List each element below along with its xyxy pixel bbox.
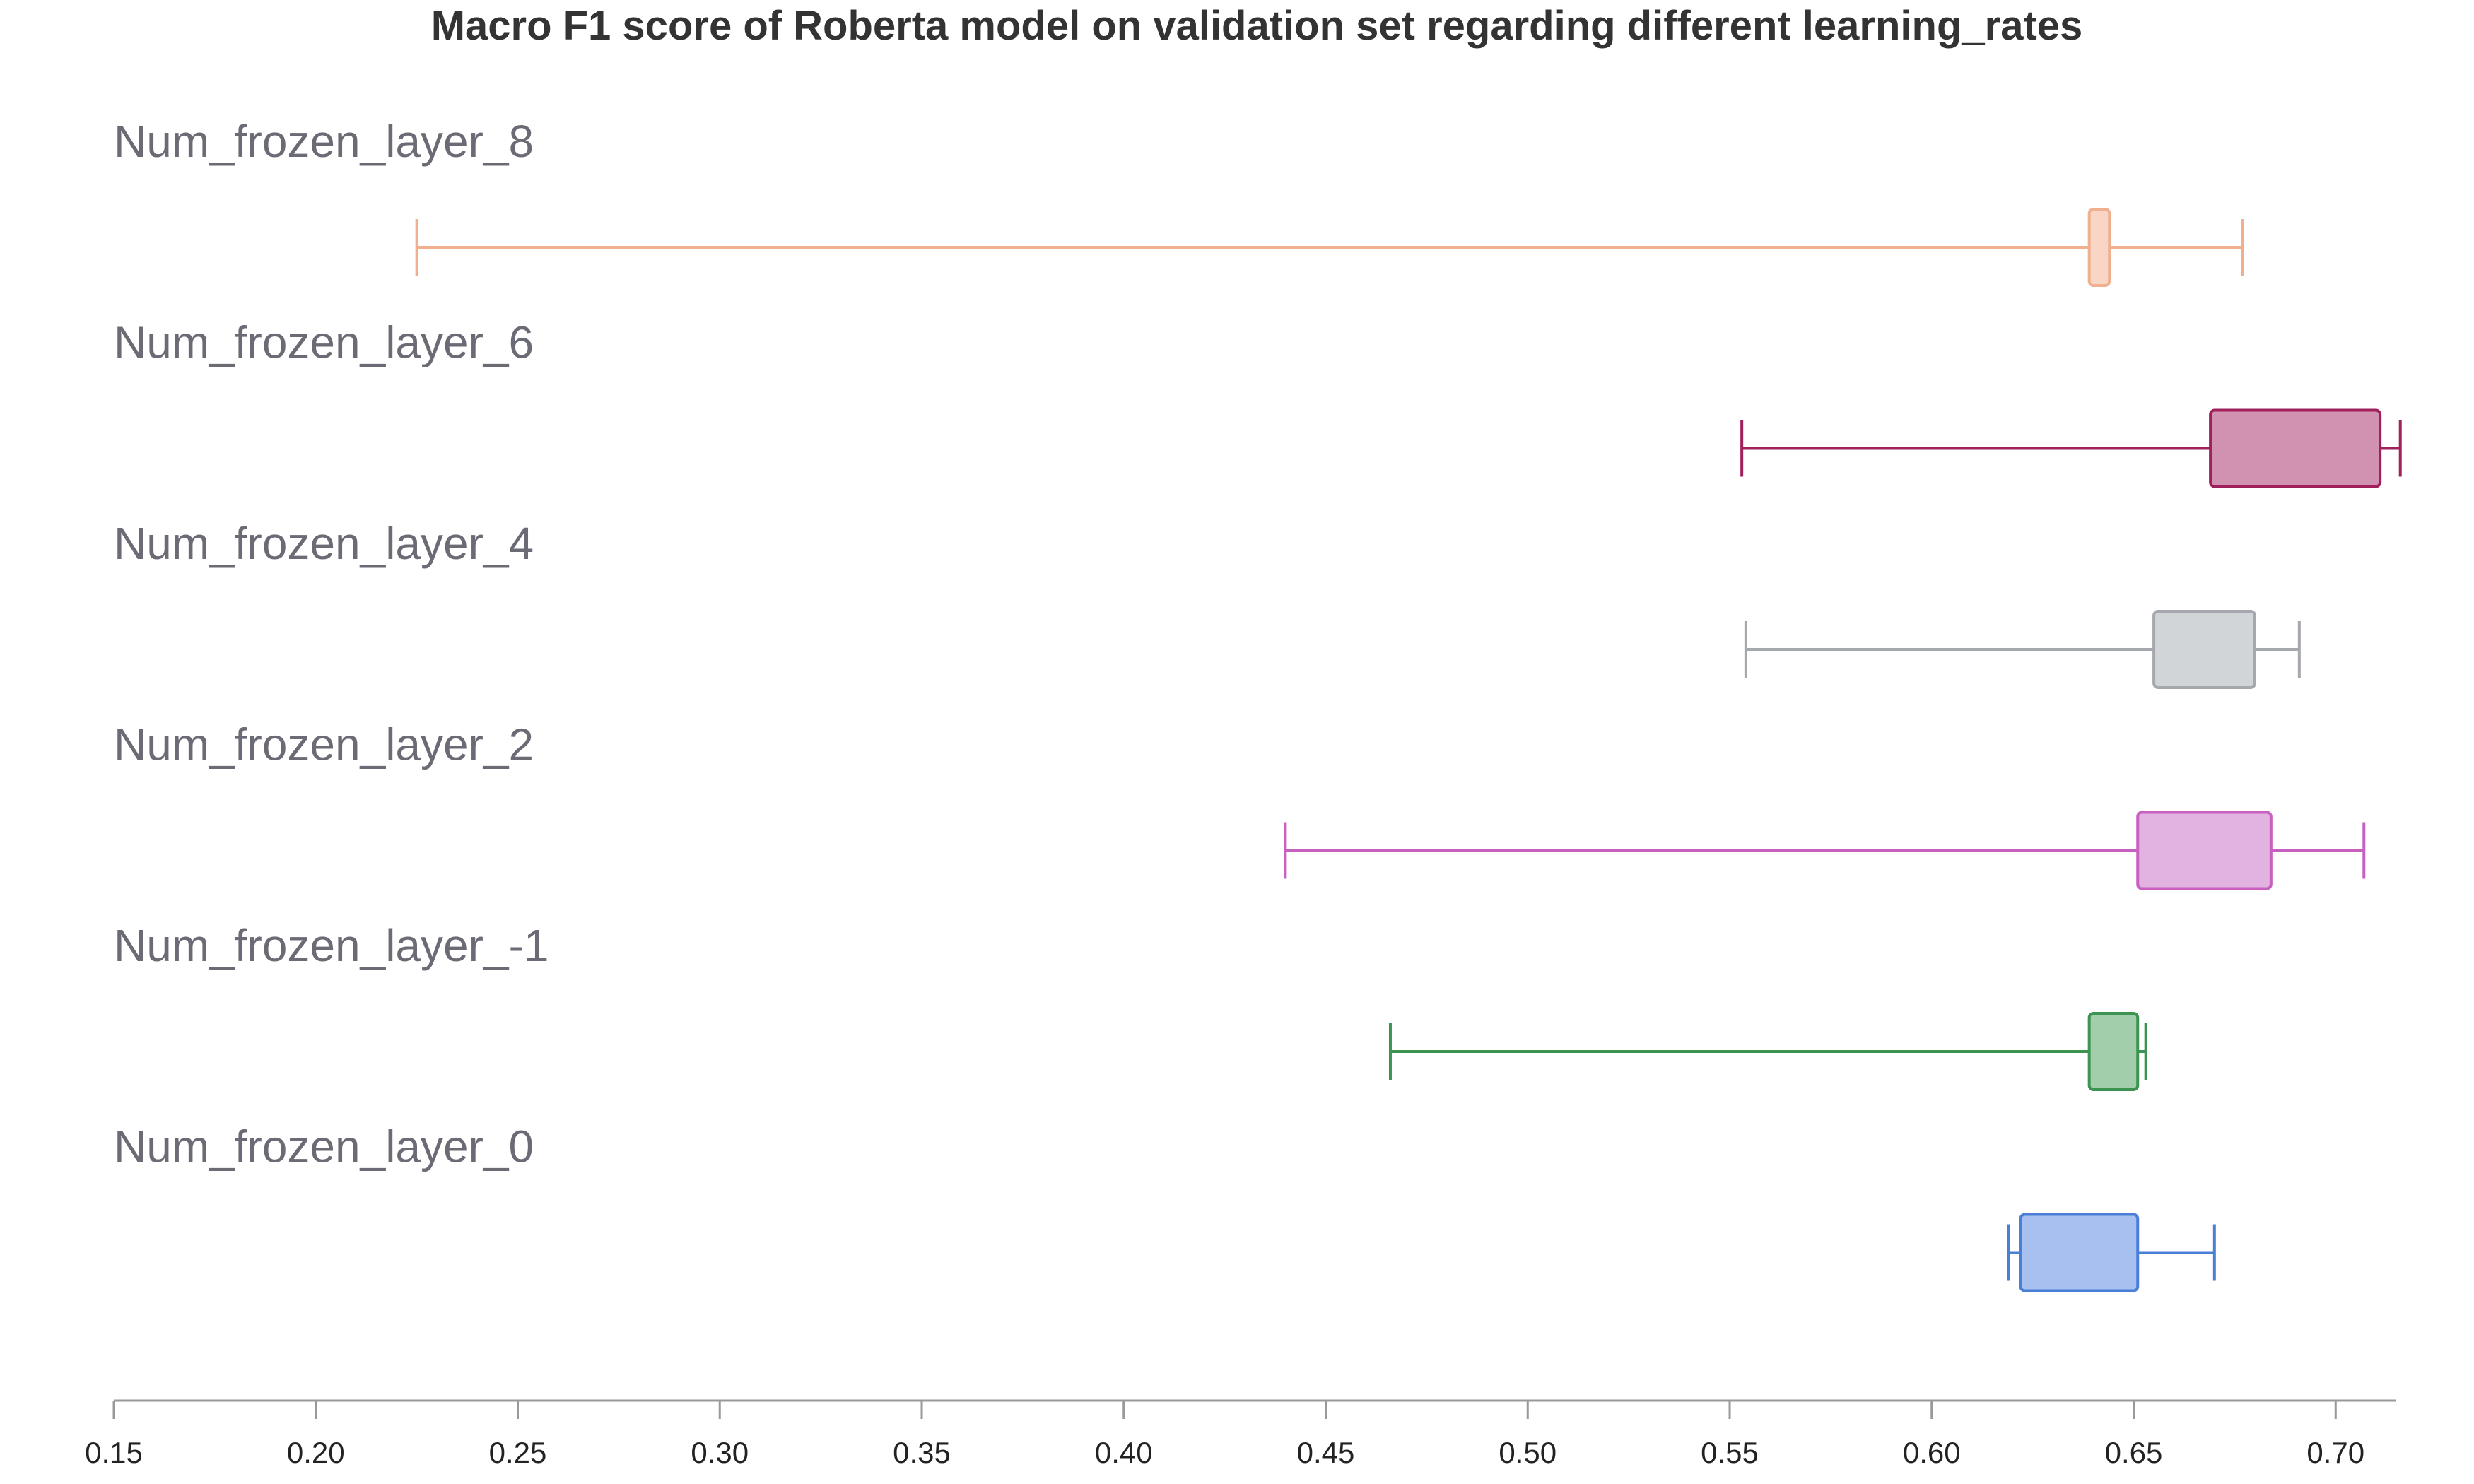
category-label: Num_frozen_layer_6 [114, 317, 534, 368]
x-tick-label: 0.55 [1701, 1436, 1759, 1469]
box-iqr [2087, 208, 2111, 287]
x-tick-label: 0.35 [893, 1436, 951, 1469]
box-series: Num_frozen_layer_0 [114, 1121, 2216, 1292]
box-series: Num_frozen_layer_-1 [114, 920, 2147, 1091]
box-series: Num_frozen_layer_4 [114, 518, 2301, 689]
boxes-layer: Num_frozen_layer_8 Num_frozen_layer_6 Num_… [114, 116, 2402, 1292]
x-tick-label: 0.25 [489, 1436, 547, 1469]
x-tick-label: 0.30 [691, 1436, 749, 1469]
x-tick-label: 0.60 [1903, 1436, 1961, 1469]
x-tick-label: 0.40 [1095, 1436, 1153, 1469]
x-tick-label: 0.70 [2306, 1436, 2364, 1469]
category-label: Num_frozen_layer_0 [114, 1121, 534, 1172]
box-series: Num_frozen_layer_6 [114, 317, 2402, 488]
category-label: Num_frozen_layer_4 [114, 518, 534, 569]
box-series: Num_frozen_layer_2 [114, 719, 2366, 890]
box-iqr [2019, 1213, 2140, 1292]
category-label: Num_frozen_layer_-1 [114, 920, 549, 971]
box-iqr [2087, 1012, 2140, 1091]
box-iqr [2209, 408, 2382, 488]
x-tick-label: 0.45 [1297, 1436, 1355, 1469]
box-iqr [2136, 811, 2273, 890]
box-series: Num_frozen_layer_8 [114, 116, 2244, 287]
category-label: Num_frozen_layer_8 [114, 116, 534, 167]
x-tick-label: 0.50 [1499, 1436, 1556, 1469]
x-tick-label: 0.65 [2105, 1436, 2163, 1469]
category-label: Num_frozen_layer_2 [114, 719, 534, 770]
box-iqr [2152, 610, 2256, 689]
chart-title: Macro F1 score of Roberta model on valid… [431, 3, 2083, 49]
x-tick-label: 0.20 [287, 1436, 345, 1469]
x-tick-label: 0.15 [85, 1436, 143, 1469]
x-axis: 0.15 0.20 0.25 0.30 0.35 0.40 0.45 0.50 0.55 0.60… [85, 1399, 2396, 1469]
